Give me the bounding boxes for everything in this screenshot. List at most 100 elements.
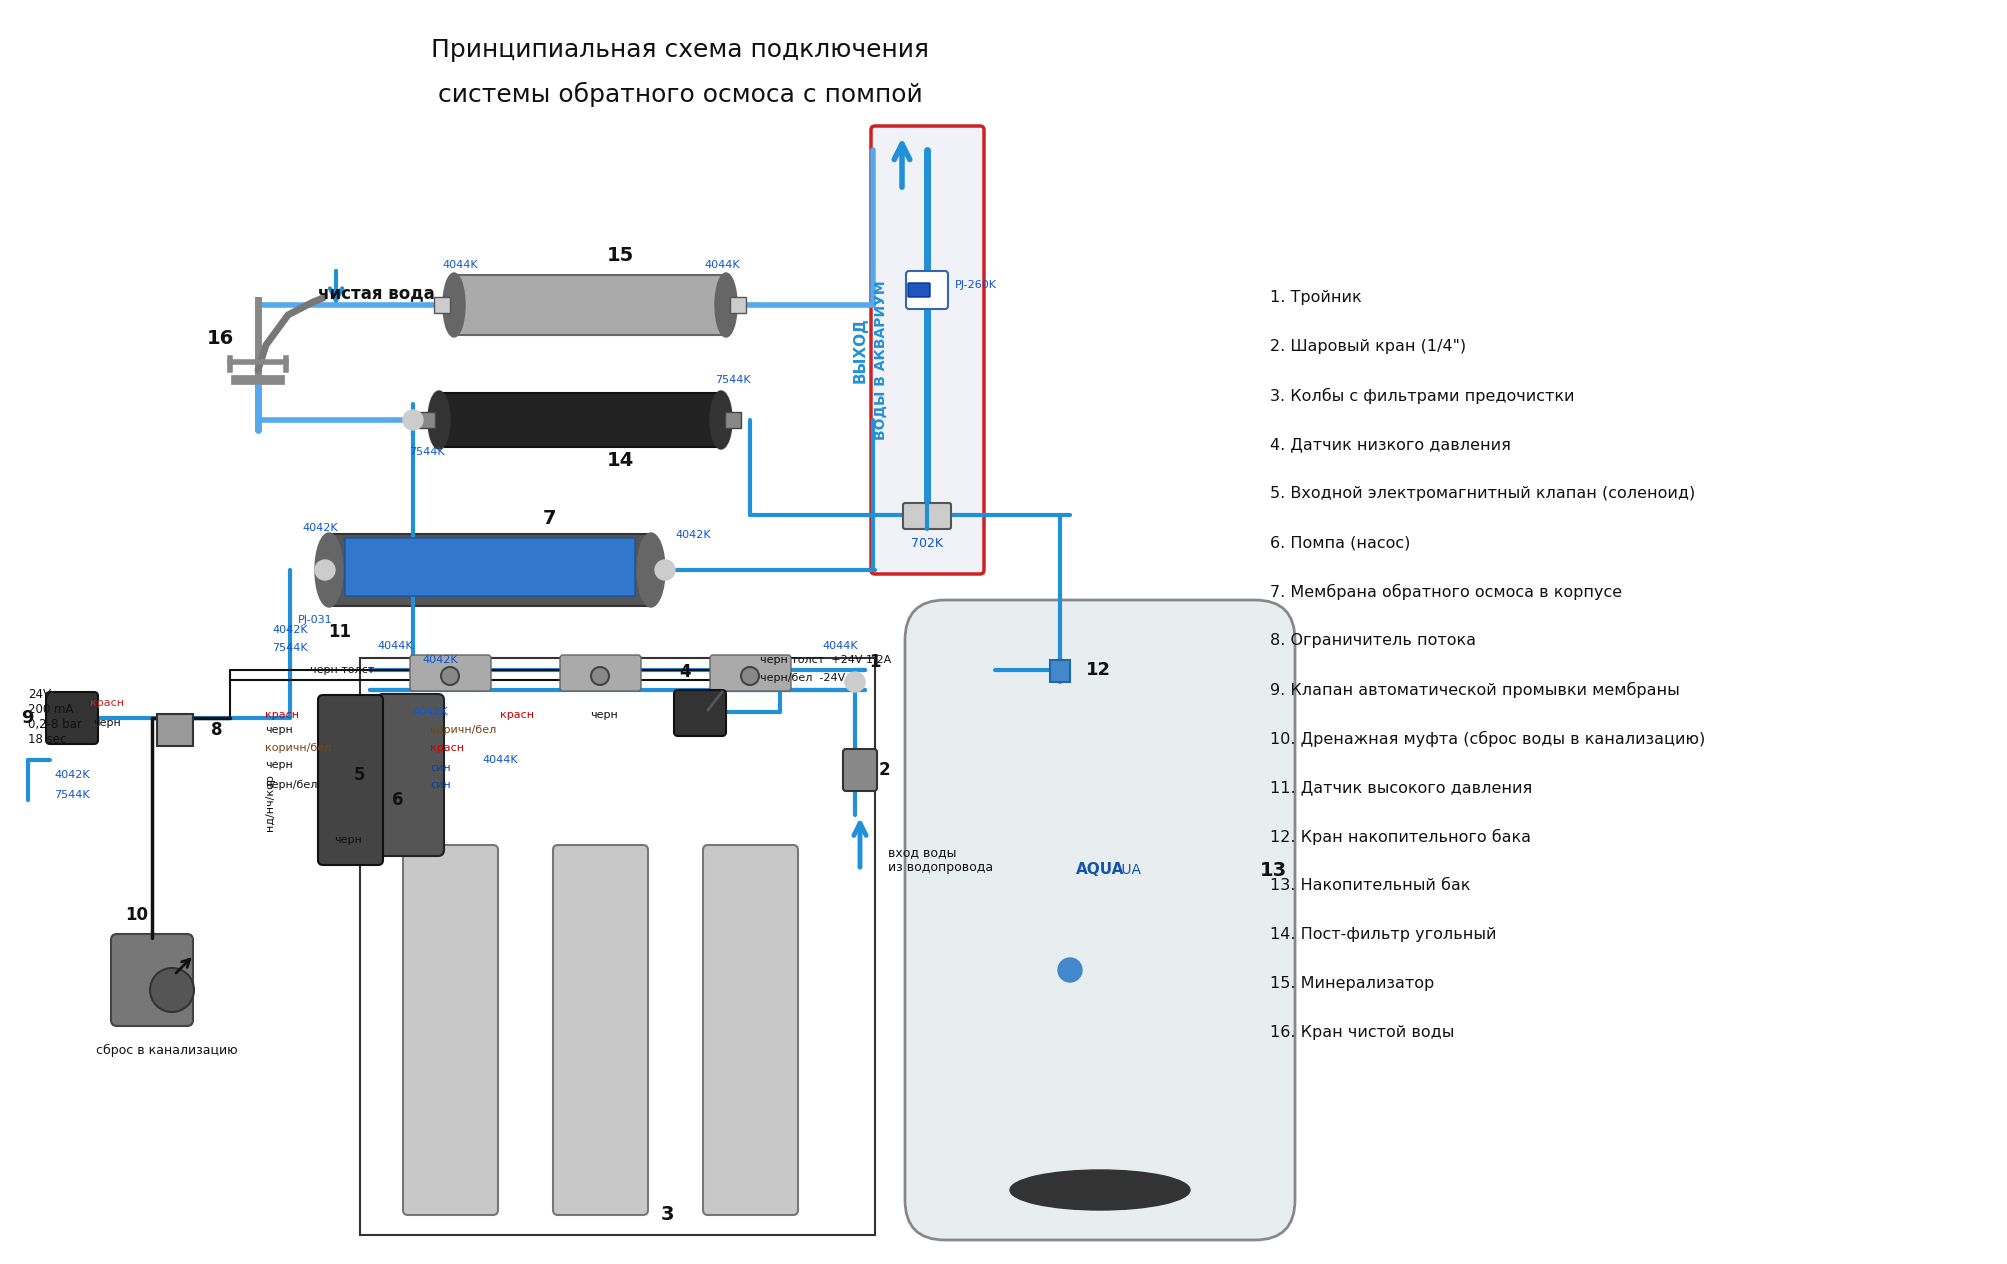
Text: черн: черн [265,760,293,770]
Text: 7544K: 7544K [714,375,751,386]
Text: 5: 5 [353,766,365,784]
FancyBboxPatch shape [377,694,444,856]
Text: ВЫХОД: ВЫХОД [853,317,867,383]
FancyBboxPatch shape [345,538,634,597]
Circle shape [403,410,423,430]
Circle shape [1058,958,1082,982]
Text: 4044K: 4044K [482,755,518,765]
FancyBboxPatch shape [905,600,1295,1240]
FancyBboxPatch shape [440,393,721,447]
Text: 7. Мембрана обратного осмоса в корпусе: 7. Мембрана обратного осмоса в корпусе [1268,584,1622,600]
Text: 4042K: 4042K [421,655,458,665]
Text: 6. Помпа (насос): 6. Помпа (насос) [1268,535,1409,550]
Bar [731,297,747,313]
FancyBboxPatch shape [46,691,98,744]
Ellipse shape [315,533,343,607]
Text: 14: 14 [606,450,634,469]
Text: 7: 7 [544,508,556,527]
Text: 9. Клапан автоматической промывки мембраны: 9. Клапан автоматической промывки мембра… [1268,683,1680,698]
Bar [419,412,436,428]
Text: 4. Датчик низкого давления: 4. Датчик низкого давления [1268,437,1509,453]
Text: 4044K: 4044K [377,641,413,651]
Text: 16. Кран чистой воды: 16. Кран чистой воды [1268,1025,1453,1040]
Bar [1050,660,1070,683]
Text: 13: 13 [1258,861,1286,880]
Ellipse shape [427,391,450,449]
FancyBboxPatch shape [552,846,648,1215]
Text: 9: 9 [20,709,34,727]
Text: 4042K: 4042K [54,770,90,780]
Text: син: син [429,780,450,790]
Text: черн/бел  -24V: черн/бел -24V [759,672,845,683]
Text: 10: 10 [124,906,149,924]
Circle shape [151,968,195,1012]
Text: Принципиальная схема подключения: Принципиальная схема подключения [432,38,929,62]
Circle shape [654,560,674,580]
Text: PJ-260K: PJ-260K [955,281,997,289]
FancyBboxPatch shape [843,750,877,791]
Text: чистая вода: чистая вода [317,284,434,302]
Text: 1. Тройник: 1. Тройник [1268,289,1361,305]
Text: черн/бел: черн/бел [265,780,317,790]
FancyBboxPatch shape [905,270,947,308]
Text: AQUA: AQUA [1076,862,1124,877]
Circle shape [315,560,335,580]
Bar [359,659,875,1235]
Ellipse shape [710,391,733,449]
FancyBboxPatch shape [403,846,498,1215]
Text: черн: черн [590,710,618,720]
Text: 4042K: 4042K [411,707,448,717]
FancyBboxPatch shape [329,533,650,605]
Text: 4044K: 4044K [704,260,739,270]
Circle shape [845,672,865,691]
Text: 1: 1 [869,653,881,671]
Text: 2: 2 [877,761,889,779]
Text: 4044K: 4044K [821,641,857,651]
Text: 13. Накопительный бак: 13. Накопительный бак [1268,878,1469,892]
Text: красн: красн [500,710,534,720]
FancyBboxPatch shape [409,655,492,691]
Text: красн: красн [90,698,124,708]
Circle shape [442,667,460,685]
Bar [157,714,193,746]
FancyBboxPatch shape [702,846,797,1215]
Text: 6: 6 [391,791,403,809]
Text: черн толст: черн толст [309,665,373,675]
FancyBboxPatch shape [710,655,791,691]
Bar [434,297,450,313]
FancyBboxPatch shape [110,934,193,1026]
Text: нд/нч/кор: нд/нч/кор [265,775,275,832]
Text: 3. Колбы с фильтрами предочистки: 3. Колбы с фильтрами предочистки [1268,388,1573,404]
Text: 11: 11 [329,623,351,641]
Text: ВОДЫ В АКВАРИУМ: ВОДЫ В АКВАРИУМ [873,281,887,440]
Ellipse shape [636,533,664,607]
Text: ·UA: ·UA [1118,863,1142,877]
Text: 16: 16 [207,329,233,348]
Circle shape [590,667,608,685]
Text: 15. Минерализатор: 15. Минерализатор [1268,976,1433,991]
Circle shape [741,667,759,685]
Text: красн: красн [265,710,299,720]
FancyBboxPatch shape [456,276,725,335]
Text: PJ-031: PJ-031 [297,616,331,624]
Text: 24V
200 mA
0,2-8 bar
18 sec: 24V 200 mA 0,2-8 bar 18 sec [28,688,82,746]
Text: вход воды
из водопровода: вход воды из водопровода [887,846,993,873]
Text: 4: 4 [678,664,690,681]
FancyBboxPatch shape [317,695,383,865]
Ellipse shape [444,273,466,337]
FancyBboxPatch shape [903,503,951,530]
Text: 702K: 702K [911,536,943,550]
Text: красн: красн [429,743,464,753]
Text: черн: черн [92,718,120,728]
Text: 7544K: 7544K [54,790,90,800]
Text: 12. Кран накопительного бака: 12. Кран накопительного бака [1268,829,1529,846]
Text: сброс в канализацию: сброс в канализацию [96,1044,237,1057]
Text: син: син [429,763,450,774]
Text: коричн/бел: коричн/бел [265,743,331,753]
Bar [725,412,741,428]
Text: 10. Дренажная муфта (сброс воды в канализацию): 10. Дренажная муфта (сброс воды в канали… [1268,731,1704,747]
Text: черн: черн [265,726,293,734]
FancyBboxPatch shape [907,283,929,297]
Text: коричн/бел: коричн/бел [429,726,496,734]
FancyBboxPatch shape [560,655,640,691]
